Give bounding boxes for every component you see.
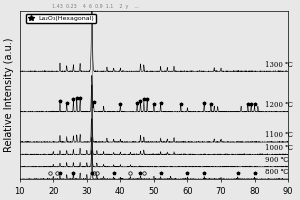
Text: 900 ℃: 900 ℃ — [265, 156, 288, 164]
Legend: La₂O₃(Hexagonal): La₂O₃(Hexagonal) — [26, 14, 96, 23]
Text: 1200 ℃: 1200 ℃ — [265, 101, 293, 109]
Text: 800 ℃: 800 ℃ — [265, 168, 288, 176]
Text: 1000 ℃: 1000 ℃ — [265, 144, 293, 152]
Text: 1.43  0.23    4  6  0.9  1.1    2  y    ...: 1.43 0.23 4 6 0.9 1.1 2 y ... — [52, 4, 139, 9]
Text: 1100 ℃: 1100 ℃ — [265, 131, 293, 139]
Y-axis label: Relative Intensity (a.u.): Relative Intensity (a.u.) — [4, 38, 14, 152]
Text: 1300 ℃: 1300 ℃ — [265, 61, 292, 69]
